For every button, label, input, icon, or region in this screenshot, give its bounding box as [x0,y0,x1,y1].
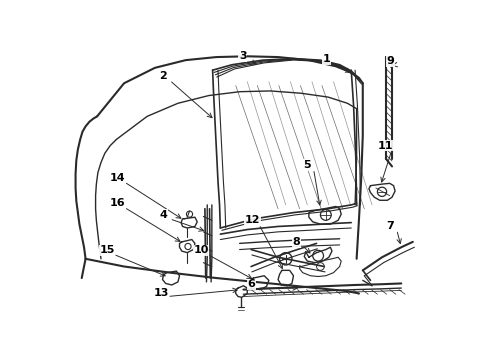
Text: 2: 2 [159,71,167,81]
Text: 13: 13 [153,288,169,298]
Text: 3: 3 [239,51,246,61]
Text: 10: 10 [194,245,209,255]
Text: 7: 7 [387,221,394,231]
Text: 16: 16 [110,198,126,208]
Text: 4: 4 [159,210,167,220]
Text: 12: 12 [245,215,260,225]
Text: 5: 5 [303,160,311,170]
Text: 8: 8 [293,237,300,247]
Text: 6: 6 [247,279,255,289]
Text: 14: 14 [110,173,126,183]
Text: 11: 11 [378,141,393,150]
Text: 1: 1 [323,54,330,64]
Text: 15: 15 [99,245,115,255]
Text: 9: 9 [387,56,394,66]
